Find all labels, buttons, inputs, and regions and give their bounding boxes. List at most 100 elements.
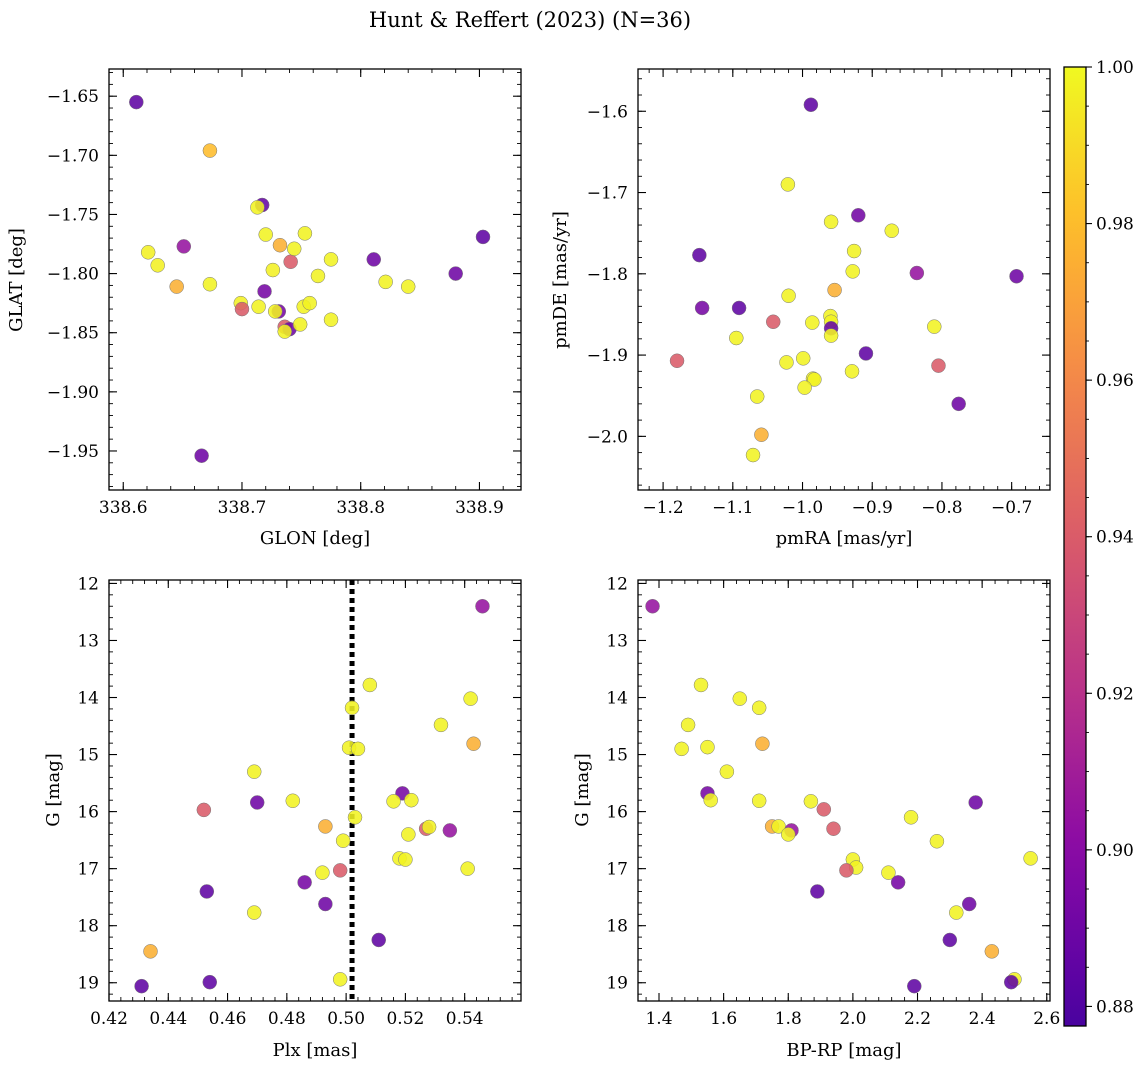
x-tick-label: −1.1	[712, 498, 753, 518]
scatter-point	[909, 265, 925, 281]
colorbar-tick-label: 0.96	[1096, 371, 1134, 391]
scatter-point	[810, 884, 825, 899]
scatter-point	[839, 863, 854, 878]
plot-frame	[637, 579, 1051, 1002]
x-tick-label: 338.6	[99, 498, 148, 518]
scatter-point	[176, 239, 192, 254]
scatter-point	[448, 266, 463, 281]
y-tick-label: 16	[77, 803, 99, 823]
x-tick-label: 0.44	[149, 1009, 187, 1029]
scatter-point	[257, 284, 272, 299]
scatter-point	[463, 691, 478, 706]
scatter-point	[961, 896, 977, 912]
y-tick-label: 17	[77, 860, 99, 880]
scatter-point	[194, 448, 209, 463]
scatter-point	[199, 884, 215, 899]
scatter-point	[669, 353, 685, 369]
y-tick-label: 19	[606, 974, 628, 994]
colorbar-gradient	[1063, 66, 1087, 1027]
scatter-point	[323, 252, 339, 267]
scatter-point	[344, 700, 360, 716]
y-axis-label: G [mag]	[43, 753, 64, 826]
y-tick-label: 14	[606, 689, 628, 709]
x-axis-label: GLON [deg]	[260, 528, 370, 549]
scatter-point	[845, 264, 860, 279]
scatter-point	[401, 827, 416, 842]
panel-glon-glat: GLON [deg] GLAT [deg] 338.6 338.7 338.8 338…	[6, 68, 522, 549]
scatter-point	[680, 717, 696, 733]
scatter-point	[283, 254, 298, 270]
panel-bprp-g: BP-RP [mag] G [mag] 1.4 1.6 1.8 2.0 2.2 2.4 2.…	[572, 574, 1060, 1061]
scatter-point	[719, 764, 735, 779]
x-tick-label: 0.54	[446, 1009, 484, 1029]
y-tick-label: 15	[77, 746, 99, 766]
y-tick-label: 14	[77, 689, 99, 709]
scatter-point	[795, 351, 811, 366]
y-tick-label: −1.6	[587, 102, 628, 122]
y-axis-label: G [mag]	[572, 753, 593, 826]
y-tick-label: 16	[606, 803, 628, 823]
scatter-point	[249, 795, 265, 810]
scatter-point	[751, 793, 767, 809]
scatter-point	[780, 177, 796, 192]
scatter-point	[927, 319, 942, 334]
scatter-point	[246, 905, 262, 920]
scatter-point	[823, 214, 839, 230]
scatter-point	[881, 865, 896, 880]
scatter-point	[140, 245, 156, 260]
scatter-point	[765, 314, 781, 330]
scatter-point	[694, 300, 710, 316]
scatter-point	[731, 300, 747, 316]
y-tick-label: −1.70	[47, 146, 99, 166]
scatter-point	[285, 793, 301, 809]
plot-frame	[108, 68, 522, 491]
x-tick-label: 2.6	[1033, 1009, 1060, 1029]
scatter-point	[745, 447, 761, 463]
y-tick-label: 18	[77, 917, 99, 937]
scatter-point	[323, 312, 339, 327]
scatter-point	[781, 288, 796, 304]
colorbar-tick-label: 0.88	[1096, 997, 1134, 1017]
panel-plx-g: Plx [mas] G [mag] 0.42 0.44 0.46 0.48 0.50 0.…	[43, 574, 522, 1061]
scatter-point	[858, 346, 874, 361]
scatter-point	[196, 802, 212, 818]
scatter-point	[781, 827, 796, 842]
scatter-point	[779, 355, 794, 370]
x-tick-label: 1.6	[710, 1009, 737, 1029]
scatter-point	[827, 282, 842, 298]
x-tick-label: 1.4	[645, 1009, 672, 1029]
scatter-point	[460, 861, 475, 876]
x-tick-label: 0.50	[327, 1009, 365, 1029]
scatter-point	[258, 227, 273, 242]
y-tick-label: 12	[606, 574, 628, 594]
colorbar-tick-label: 1.00	[1096, 58, 1134, 78]
scatter-point	[751, 700, 767, 716]
scatter-point	[442, 823, 458, 838]
scatter-point	[134, 978, 149, 994]
x-axis-label: Plx [mas]	[273, 1040, 358, 1061]
scatter-point	[202, 143, 218, 158]
scatter-point	[404, 792, 419, 808]
scatter-point	[816, 802, 832, 817]
scatter-point	[692, 247, 707, 263]
plot-frame	[637, 68, 1051, 491]
scatter-point	[366, 252, 382, 267]
scatter-point	[286, 241, 302, 257]
scatter-point	[335, 833, 351, 848]
y-tick-label: 17	[606, 860, 628, 880]
scatter-point	[277, 324, 292, 339]
y-tick-label: 15	[606, 746, 628, 766]
y-tick-label: 12	[77, 574, 99, 594]
scatter-point	[826, 821, 841, 836]
y-tick-label: −1.90	[47, 383, 99, 403]
x-tick-label: 0.48	[268, 1009, 306, 1029]
scatter-point	[466, 736, 481, 751]
scatter-point	[347, 810, 363, 825]
scatter-point	[846, 243, 862, 259]
y-tick-label: −1.95	[47, 442, 99, 462]
scatter-point	[951, 396, 966, 412]
scatter-point	[729, 330, 744, 346]
scatter-point	[398, 852, 413, 867]
y-tick-label: −1.9	[587, 346, 628, 366]
scatter-point	[129, 94, 144, 110]
